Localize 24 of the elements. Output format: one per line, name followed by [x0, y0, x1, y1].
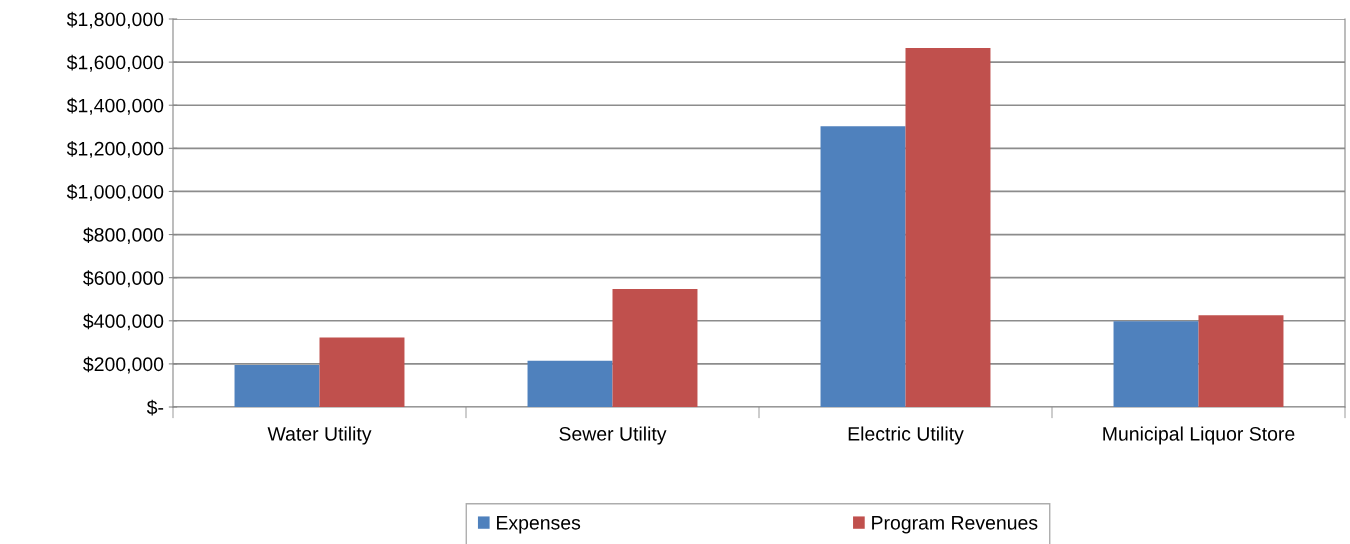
x-tick-label: Municipal Liquor Store: [1103, 426, 1295, 445]
bar: [1113, 321, 1199, 407]
legend-label: Expenses: [497, 516, 581, 534]
y-tick-label: $400,000: [83, 313, 164, 331]
x-tick-label: Water Utility: [267, 426, 372, 445]
bar: [234, 364, 320, 407]
bar: [1198, 315, 1284, 407]
x-tick-label: Sewer Utility: [559, 426, 667, 445]
bar: [527, 360, 613, 407]
y-tick-label: $200,000: [83, 356, 164, 374]
bar: [905, 47, 991, 407]
y-tick-label: $-: [146, 399, 164, 416]
legend-label: Program Revenues: [872, 516, 1038, 534]
bar: [319, 337, 405, 407]
y-tick-label: $600,000: [83, 270, 164, 288]
x-tick-label: Electric Utility: [848, 426, 964, 445]
bar: [820, 126, 906, 407]
y-tick-label: $1,800,000: [66, 11, 164, 29]
y-tick-label: $1,000,000: [66, 184, 164, 201]
y-tick-label: $1,400,000: [66, 97, 164, 115]
bar: [612, 289, 698, 407]
y-tick-label: $1,200,000: [66, 140, 164, 158]
y-tick-label: $800,000: [83, 227, 164, 245]
y-tick-label: $1,600,000: [66, 54, 164, 72]
